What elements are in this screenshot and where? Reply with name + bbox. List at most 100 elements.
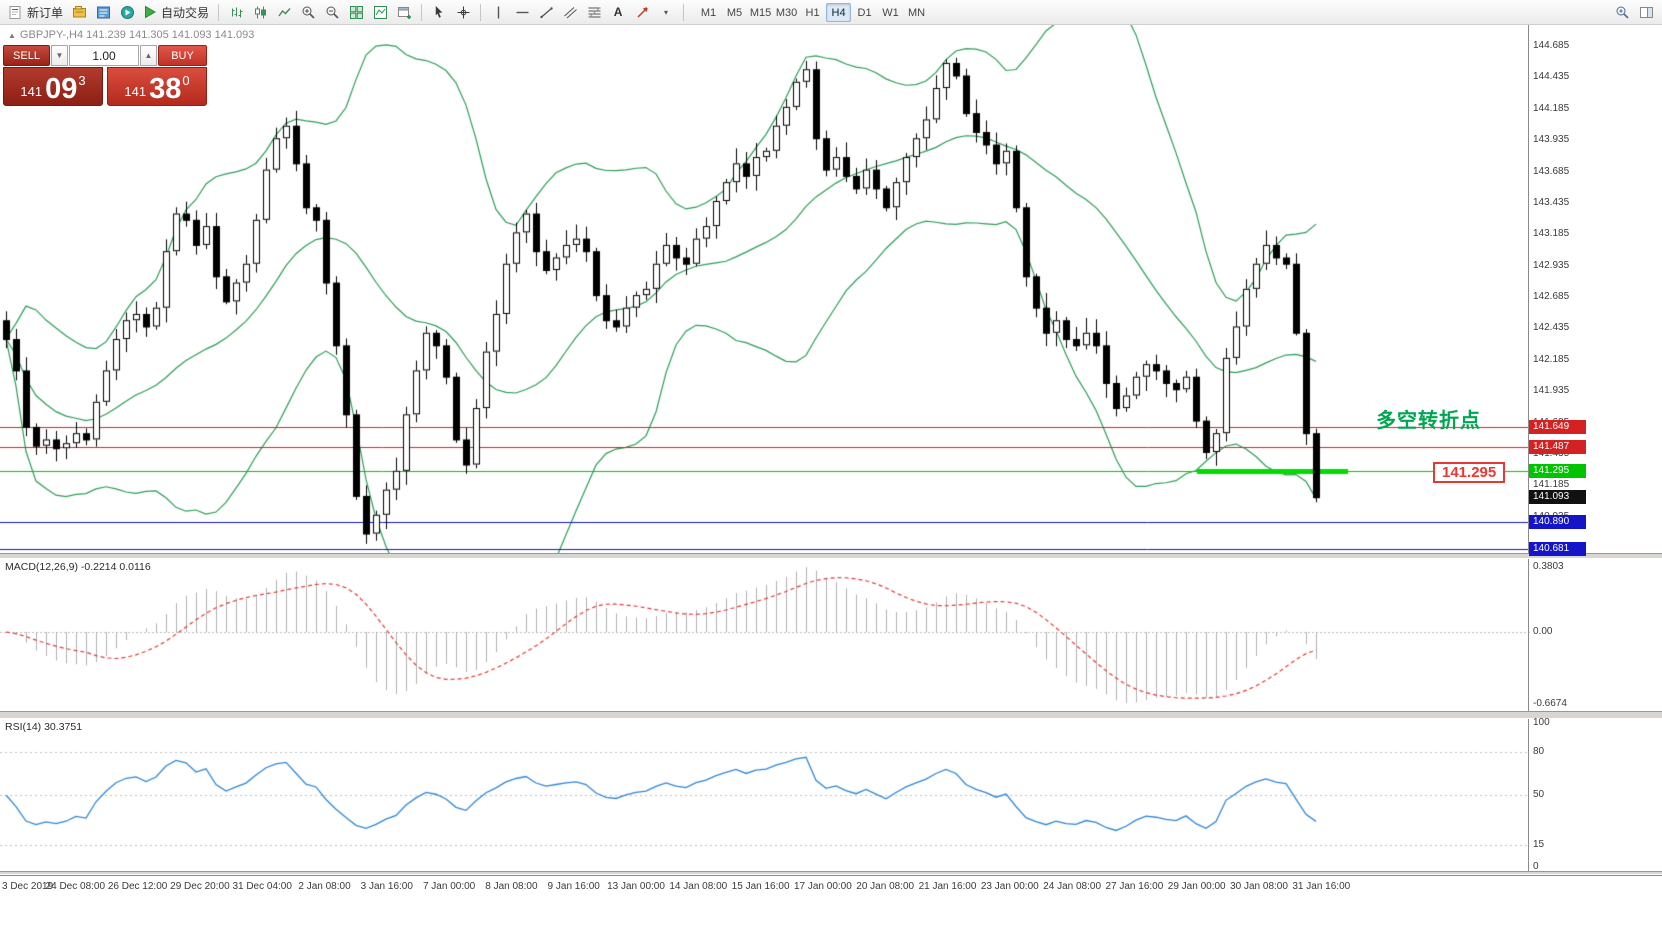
volume-input[interactable]: 1.00 — [69, 45, 139, 66]
market-watch-icon — [96, 6, 110, 18]
toolbar-separator — [683, 3, 685, 21]
tile-windows-button[interactable] — [345, 2, 367, 23]
candlestick-icon — [254, 6, 266, 18]
price-axis-label: 144.435 — [1533, 71, 1570, 83]
panel-divider[interactable] — [0, 871, 1662, 875]
tile-windows-icon — [349, 5, 363, 19]
profiles-button[interactable] — [68, 2, 90, 23]
time-axis-label: 31 Jan 16:00 — [1292, 881, 1351, 892]
fibonacci-icon — [588, 6, 601, 18]
timeframe-mn-button[interactable]: MN — [907, 6, 926, 19]
price-callout-label[interactable]: 141.295 — [1433, 462, 1506, 483]
objects-dropdown-button[interactable]: ▾ — [655, 2, 677, 23]
level-label-current-bid: 141.093 — [1529, 489, 1586, 504]
price-axis-label: 144.185 — [1533, 102, 1570, 114]
time-axis-label: 20 Jan 08:00 — [856, 881, 915, 892]
text-tool-button[interactable]: A — [607, 2, 629, 23]
zoom-out-button[interactable] — [321, 2, 343, 23]
zoom-in-icon — [302, 6, 315, 19]
profiles-icon — [72, 5, 86, 17]
price-axis-label: 143.685 — [1533, 165, 1570, 177]
timeframe-d1-button[interactable]: D1 — [857, 6, 872, 19]
price-axis-label: 141.185 — [1533, 479, 1570, 491]
rsi-indicator-canvas[interactable] — [0, 719, 1530, 871]
timeframe-m30-button[interactable]: M30 — [775, 6, 798, 19]
timeframe-m1-button[interactable]: M1 — [700, 6, 717, 19]
channel-tool-button[interactable] — [559, 2, 581, 23]
buy-price-button[interactable]: 141 38 0 — [107, 67, 207, 106]
market-watch-button[interactable] — [92, 2, 114, 23]
volume-decrease-button[interactable]: ▼ — [51, 45, 68, 66]
trendline-tool-button[interactable] — [535, 2, 557, 23]
time-axis-label: 2 Jan 08:00 — [298, 881, 351, 892]
price-axis-label: 142.935 — [1533, 259, 1570, 271]
symbol-direction-icon: ▲ — [8, 30, 16, 40]
time-axis[interactable]: 3 Dec 2019 24 Dec 08:00 26 Dec 12:00 29 Dec… — [0, 875, 1662, 901]
channel-icon — [563, 6, 577, 18]
chart-ohlc-text: GBPJPY-,H4 141.239 141.305 141.093 141.0… — [19, 29, 255, 41]
search-zoom-button[interactable] — [1611, 2, 1633, 23]
toolbar-separator — [480, 3, 482, 21]
time-axis-label: 17 Jan 00:00 — [793, 881, 852, 892]
new-chart-button[interactable] — [393, 2, 415, 23]
price-axis-line — [1528, 25, 1529, 875]
cursor-tool-button[interactable] — [428, 2, 450, 23]
sell-price-button[interactable]: 141 09 3 — [3, 67, 103, 106]
new-order-icon — [9, 5, 21, 19]
timeframe-h1-button[interactable]: H1 — [805, 6, 820, 19]
rsi-scale-label: 50 — [1533, 789, 1545, 800]
panel-divider[interactable] — [0, 711, 1662, 719]
timeframe-w1-button[interactable]: W1 — [882, 6, 899, 19]
fibonacci-tool-button[interactable] — [583, 2, 605, 23]
sell-button[interactable]: SELL — [3, 45, 50, 66]
vertical-line-tool-button[interactable] — [487, 2, 509, 23]
arrow-object-tool-button[interactable] — [631, 2, 653, 23]
buy-price-main: 141 — [124, 84, 147, 99]
line-chart-icon — [277, 7, 291, 16]
chart-area[interactable]: ▲ GBPJPY-,H4 141.239 141.305 141.093 141… — [0, 25, 1662, 952]
time-axis-label: 14 Jan 08:00 — [669, 881, 728, 892]
macd-scale-max: 0.3803 — [1533, 561, 1564, 572]
rsi-scale-label: 15 — [1533, 839, 1545, 851]
time-axis-label: 9 Jan 16:00 — [547, 881, 600, 892]
horizontal-line-tool-button[interactable] — [511, 2, 533, 23]
sell-price-point: 3 — [78, 73, 86, 88]
zoom-out-icon — [326, 6, 339, 19]
crosshair-tool-button[interactable] — [452, 2, 474, 23]
price-axis-label: 143.935 — [1533, 134, 1570, 146]
timeframe-m5-button[interactable]: M5 — [726, 6, 743, 19]
one-click-trading-panel: SELL ▼ 1.00 ▲ BUY 141 09 3 141 38 0 — [3, 45, 207, 106]
buy-price-point: 0 — [182, 73, 190, 88]
timeframe-toolbar: M1 M5 M15 M30 H1 H4 D1 W1 MN — [696, 2, 929, 22]
timeframe-h4-button[interactable]: H4 — [826, 2, 852, 22]
panel-toggle-button[interactable] — [1635, 2, 1657, 23]
panel-divider[interactable] — [0, 553, 1662, 559]
candlestick-mode-button[interactable] — [249, 2, 271, 23]
annotation-text: 多空转折点 — [1376, 410, 1481, 432]
price-axis-label: 141.685 — [1533, 416, 1570, 428]
bar-chart-icon — [231, 7, 243, 17]
buy-button[interactable]: BUY — [158, 45, 207, 66]
new-order-button[interactable]: 新订单 — [5, 2, 66, 23]
timeframe-m15-button[interactable]: M15 — [749, 6, 772, 19]
toolbar-right-group — [1611, 2, 1657, 23]
price-axis-label: 144.685 — [1533, 40, 1570, 51]
indicators-button[interactable] — [369, 2, 391, 23]
auto-trading-button[interactable]: 自动交易 — [140, 2, 212, 23]
trade-panel-price-row: 141 09 3 141 38 0 — [3, 67, 207, 106]
navigator-button[interactable] — [116, 2, 138, 23]
time-axis-label: 15 Jan 16:00 — [731, 881, 790, 892]
macd-scale-min: -0.6674 — [1533, 698, 1567, 709]
level-label-support: 141.295 — [1529, 464, 1586, 479]
price-axis-label: 142.685 — [1533, 291, 1570, 302]
line-chart-mode-button[interactable] — [273, 2, 295, 23]
zoom-in-button[interactable] — [297, 2, 319, 23]
bar-chart-mode-button[interactable] — [225, 2, 247, 23]
volume-increase-button[interactable]: ▲ — [140, 45, 157, 66]
new-chart-icon — [397, 6, 411, 19]
price-chart-canvas[interactable] — [0, 25, 1530, 553]
macd-indicator-canvas[interactable] — [0, 559, 1530, 711]
toolbar-separator — [218, 3, 220, 21]
horizontal-line-icon — [516, 11, 529, 13]
